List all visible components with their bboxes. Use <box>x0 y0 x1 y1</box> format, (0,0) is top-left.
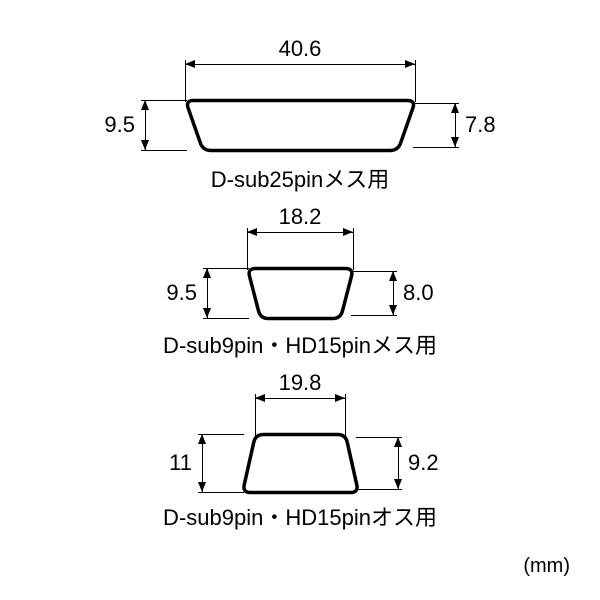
connector-caption: D-sub25pinメス用 <box>211 162 390 194</box>
height-right-dimension: 7.8 <box>465 112 496 138</box>
height-right-dimension: 8.0 <box>403 280 434 306</box>
connector-diagram <box>244 265 357 322</box>
width-dimension: 19.8 <box>279 370 322 396</box>
height-left-dimension: 11 <box>169 450 192 476</box>
connector-diagram <box>182 97 419 154</box>
height-right-dimension: 9.2 <box>408 450 439 476</box>
connector-caption: D-sub9pin・HD15pinメス用 <box>163 328 437 360</box>
height-left-dimension: 9.5 <box>166 280 197 306</box>
height-left-dimension: 9.5 <box>104 112 135 138</box>
unit-label: (mm) <box>523 555 570 578</box>
width-dimension: 18.2 <box>279 204 322 230</box>
connector-diagram <box>239 431 362 496</box>
width-dimension: 40.6 <box>279 36 322 62</box>
connector-caption: D-sub9pin・HD15pinオス用 <box>163 500 437 532</box>
